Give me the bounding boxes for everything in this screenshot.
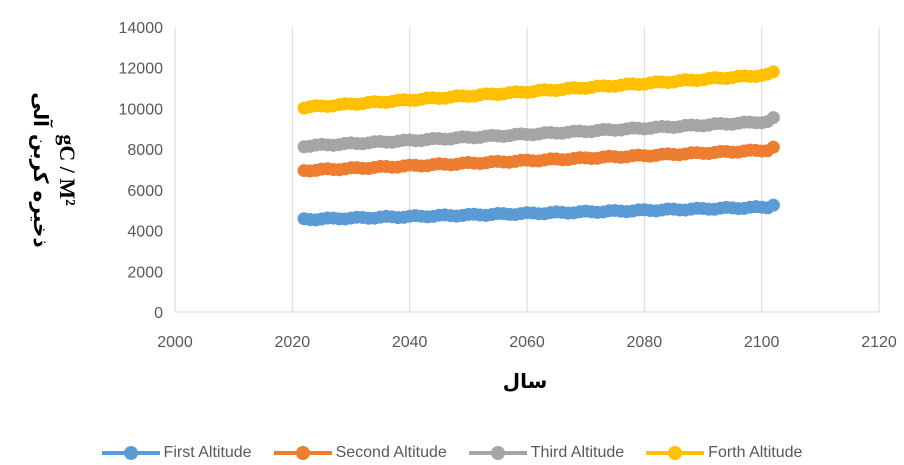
legend-label: Second Altitude (335, 444, 447, 461)
data-point (766, 65, 780, 79)
x-tick-label: 2100 (744, 334, 780, 351)
y-tick-label: 0 (154, 305, 163, 322)
x-tick-label: 2020 (275, 334, 311, 351)
y-axis-title-line2: gC / M² (55, 134, 80, 206)
legend: First Altitude Second Altitude Third Altit… (0, 441, 904, 465)
y-tick-label: 6000 (127, 183, 163, 200)
x-axis-title: سال (503, 369, 548, 393)
y-tick-labels: 0 2000 4000 6000 8000 10000 12000 14000 (119, 20, 164, 322)
x-tick-labels: 2000 2020 2040 2060 2080 2100 2120 (157, 334, 897, 351)
y-tick-label: 2000 (127, 264, 163, 281)
legend-label: Third Altitude (530, 444, 625, 461)
legend-item-3: Third Altitude (468, 444, 625, 462)
series-2 (297, 140, 780, 178)
legend-marker (273, 446, 332, 460)
legend-item-2: Second Altitude (273, 444, 447, 462)
series-3 (297, 111, 780, 154)
legend-label: Forth Altitude (708, 444, 803, 461)
y-axis-title: ذخیره کربن آلی gC / M² (29, 92, 80, 247)
legend-label: First Altitude (163, 444, 252, 461)
y-axis-title-line1: ذخیره کربن آلی (29, 92, 54, 247)
y-tick-label: 12000 (119, 61, 164, 78)
legend-marker (646, 446, 705, 460)
data-point (766, 111, 780, 125)
legend-item-1: First Altitude (101, 444, 252, 462)
y-tick-label: 4000 (127, 224, 163, 241)
series-4 (297, 65, 780, 115)
x-tick-label: 2040 (392, 334, 428, 351)
series-1 (297, 198, 780, 227)
legend-item-4: Forth Altitude (646, 444, 802, 462)
series-layer (297, 65, 780, 227)
x-tick-label: 2120 (861, 334, 897, 351)
x-tick-label: 2080 (627, 334, 663, 351)
y-tick-label: 8000 (127, 142, 163, 159)
x-tick-label: 2000 (157, 334, 193, 351)
data-point (766, 140, 780, 154)
y-tick-label: 14000 (119, 20, 164, 37)
legend-marker (101, 446, 160, 460)
data-point (766, 198, 780, 212)
legend-marker (468, 446, 527, 460)
y-tick-label: 10000 (119, 101, 164, 118)
x-tick-label: 2060 (509, 334, 545, 351)
